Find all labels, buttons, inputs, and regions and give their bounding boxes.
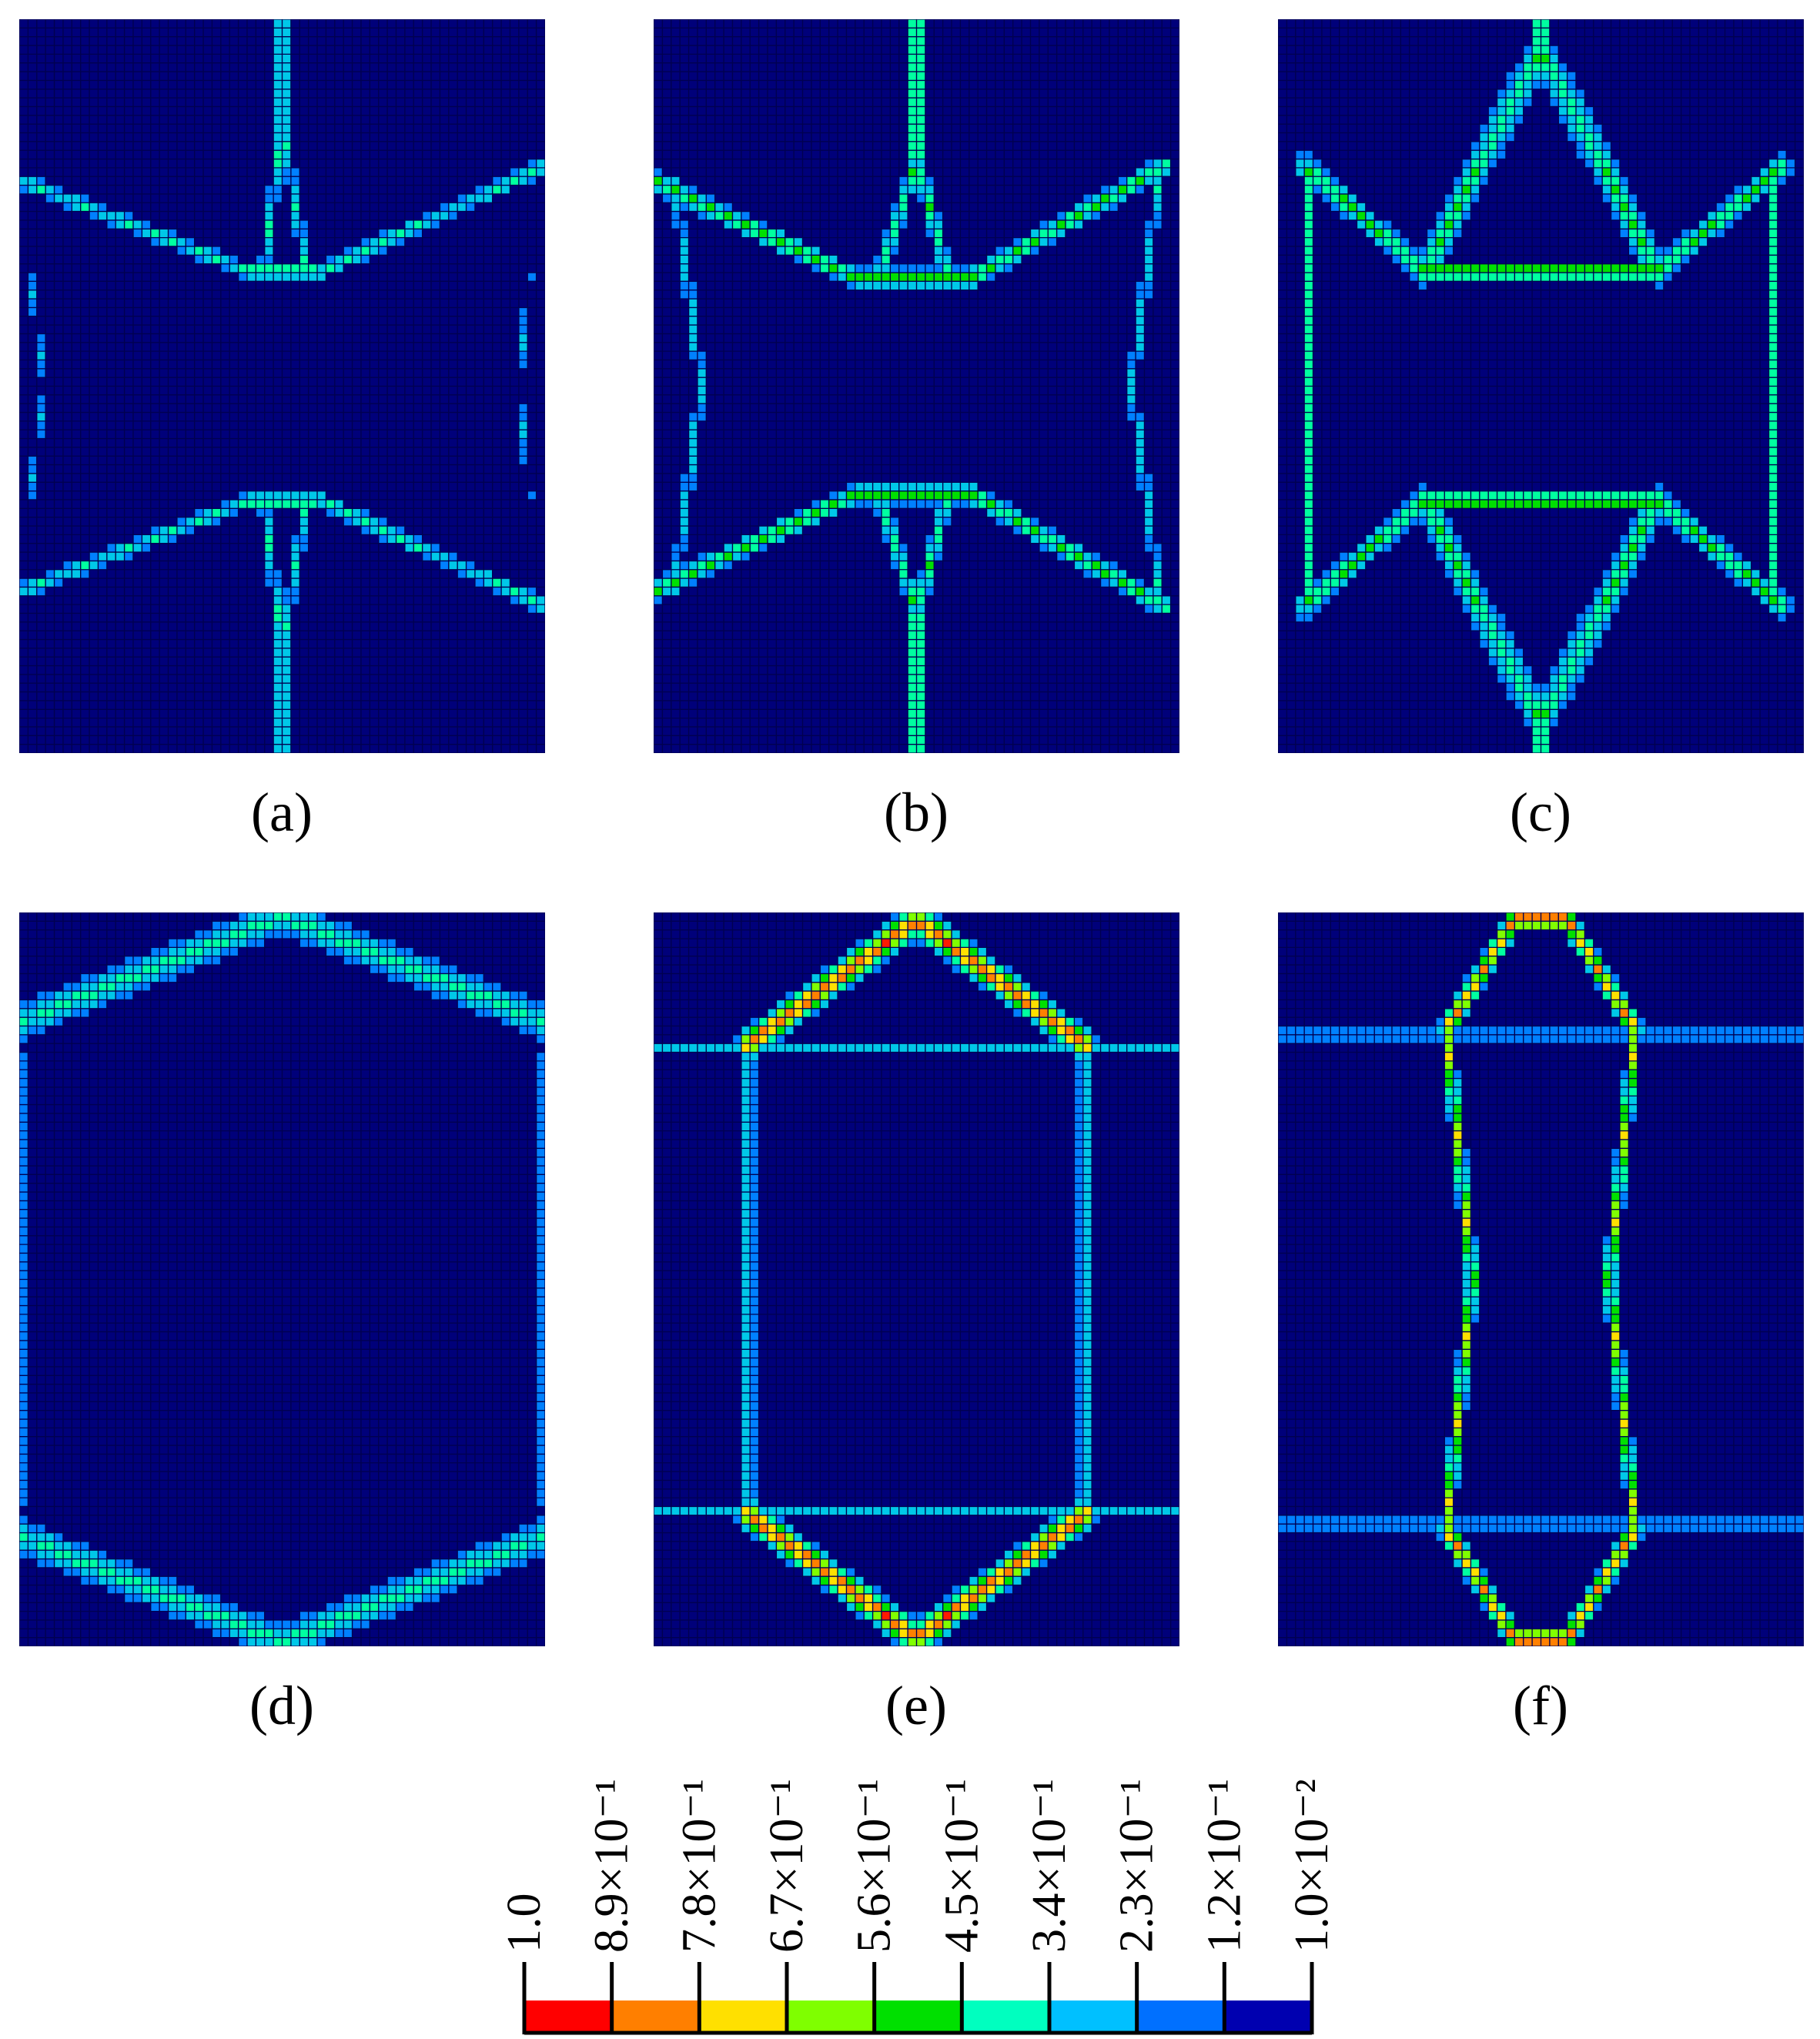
colorbar-block [962,2000,1050,2033]
panel-d [19,912,545,1646]
density-map [19,912,545,1646]
caption-d: (d) [249,1675,314,1736]
density-map [1278,19,1804,753]
caption-c: (c) [1510,782,1571,843]
colorbar-block [1049,2000,1138,2033]
colorbar-tick-label: 6.7×10⁻¹ [761,1779,813,1953]
colorbar-block [874,2000,962,2033]
caption-f: (f) [1513,1675,1568,1736]
colorbar-block [1136,2000,1225,2033]
density-map [654,912,1179,1646]
colorbar-tick-label: 8.9×10⁻¹ [586,1779,638,1953]
colorbar-tick-label: 2.3×10⁻¹ [1111,1779,1163,1953]
density-map [19,19,545,753]
caption-a: (a) [251,782,313,843]
panel-c [1278,19,1804,753]
colorbar-block [1224,2000,1313,2033]
colorbar-block [524,2000,613,2033]
colorbar-tick-label: 1.0 [498,1893,550,1954]
panel-e [654,912,1179,1646]
colorbar-tick-label: 1.0×10⁻² [1286,1779,1338,1953]
panel-b [654,19,1179,753]
colorbar-tick-label: 7.8×10⁻¹ [673,1779,725,1953]
density-map [1278,912,1804,1646]
colorbar-block [611,2000,700,2033]
panel-f [1278,912,1804,1646]
caption-e: (e) [885,1675,947,1736]
caption-b: (b) [884,782,948,843]
panel-a [19,19,545,753]
colorbar-block [787,2000,875,2033]
colorbar-block [699,2000,788,2033]
colorbar-tick-label: 3.4×10⁻¹ [1023,1779,1076,1953]
colorbar-tick-label: 5.6×10⁻¹ [848,1779,901,1953]
colorbar-tick-label: 4.5×10⁻¹ [935,1779,988,1953]
colorbar-tick-label: 1.2×10⁻¹ [1198,1779,1250,1953]
density-map [654,19,1179,753]
